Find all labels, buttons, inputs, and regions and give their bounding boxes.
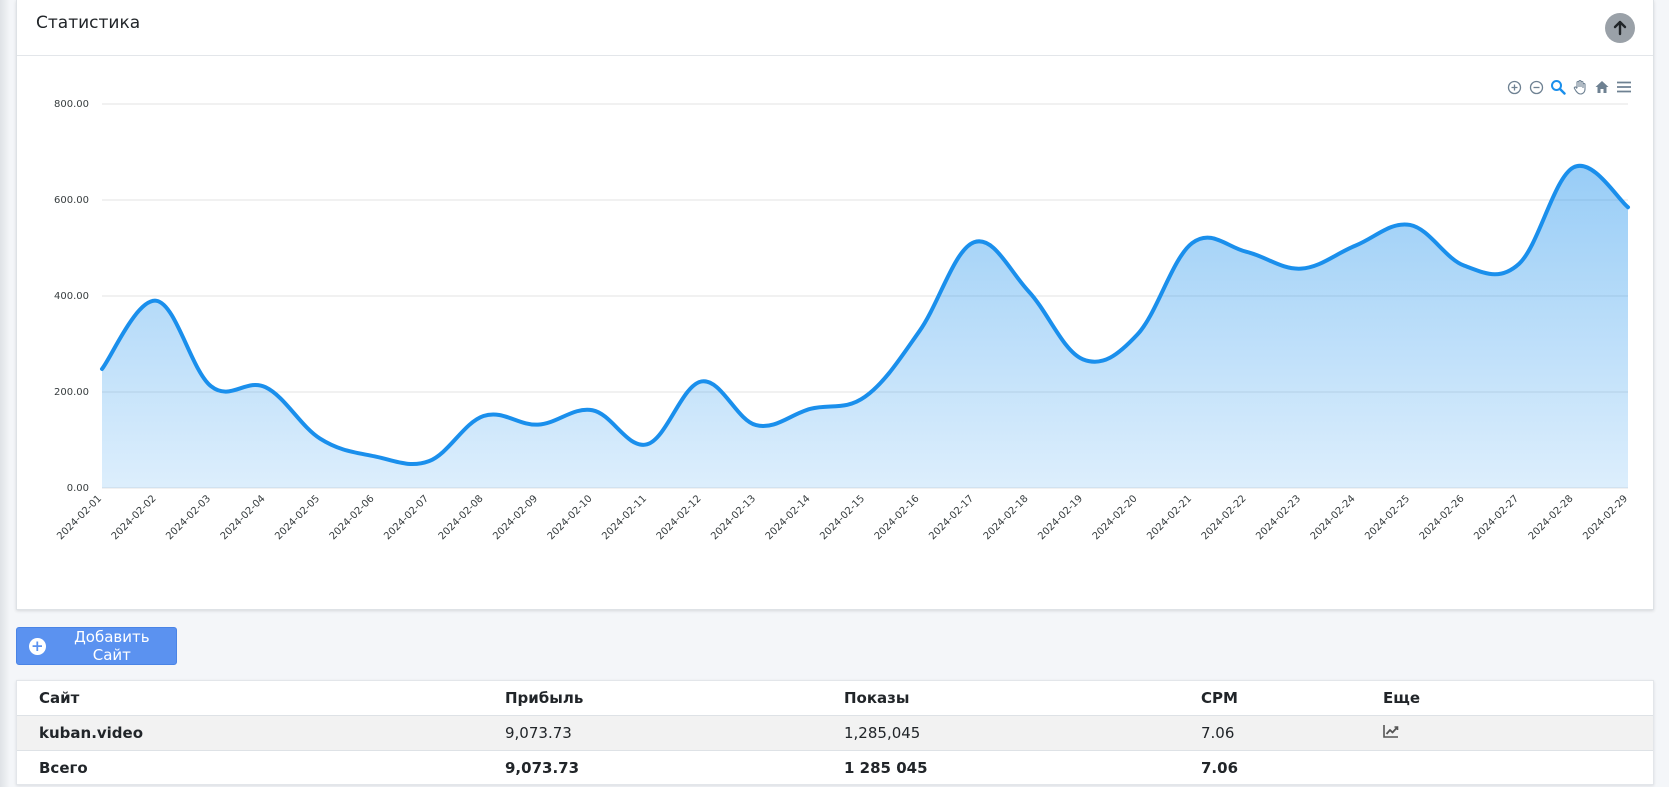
x-tick-label: 2024-02-27 [1472,493,1521,542]
x-tick-label: 2024-02-03 [164,493,213,542]
card-title: Статистика [36,13,141,33]
header-views: Показы [844,689,910,707]
header-profit: Прибыль [505,689,584,707]
menu-icon[interactable] [1615,78,1633,96]
sites-table-card: Сайт Прибыль Показы CPM Еще kuban.video … [16,680,1654,785]
selection-zoom-icon[interactable] [1549,78,1567,96]
x-tick-label: 2024-02-25 [1363,493,1412,542]
total-profit: 9,073.73 [505,750,844,785]
y-tick-label: 600.00 [54,195,89,206]
x-tick-label: 2024-02-04 [219,493,268,542]
header-more: Еще [1383,689,1421,707]
x-tick-label: 2024-02-08 [437,493,486,542]
x-tick-label: 2024-02-28 [1527,493,1576,542]
x-tick-label: 2024-02-06 [328,493,377,542]
x-tick-label: 2024-02-19 [1036,493,1085,542]
x-tick-label: 2024-02-09 [491,493,540,542]
cell-profit: 9,073.73 [505,715,844,751]
y-tick-label: 200.00 [54,387,89,398]
statistics-card: Статистика 0.00 200.00 400.00 600.00 800.00 2… [16,0,1654,610]
x-tick-label: 2024-02-11 [600,493,649,542]
x-tick-label: 2024-02-17 [927,493,976,542]
x-tick-label: 2024-02-07 [382,493,431,542]
cell-views: 1,285,045 [844,715,1201,751]
x-tick-label: 2024-02-12 [655,493,704,542]
cell-site: kuban.video [17,715,505,751]
x-tick-label: 2024-02-01 [55,493,104,542]
header-cpm: CPM [1201,689,1238,707]
chart-toolbar [1505,78,1633,96]
add-site-label: Добавить Сайт [74,628,150,664]
x-tick-label: 2024-02-26 [1418,493,1467,542]
cell-more [1383,715,1653,751]
total-views: 1 285 045 [844,750,1201,785]
y-tick-label: 800.00 [54,99,89,110]
zoom-out-icon[interactable] [1527,78,1545,96]
table-row: kuban.video 9,073.73 1,285,045 7.06 [17,715,1653,751]
x-tick-label: 2024-02-23 [1254,493,1303,542]
x-tick-label: 2024-02-18 [982,493,1031,542]
reset-home-icon[interactable] [1593,78,1611,96]
table-header-row: Сайт Прибыль Показы CPM Еще [17,681,1653,716]
chart-area: 0.00 200.00 400.00 600.00 800.00 2024-02-01 20… [17,56,1655,608]
x-tick-label: 2024-02-24 [1309,493,1358,542]
add-site-button[interactable]: + Добавить Сайт [16,627,177,665]
card-header: Статистика [17,0,1653,56]
zoom-in-icon[interactable] [1505,78,1523,96]
collapse-button[interactable] [1605,13,1635,43]
x-tick-label: 2024-02-10 [546,493,595,542]
arrow-up-icon [1613,20,1627,36]
total-site: Всего [17,750,505,785]
x-tick-label: 2024-02-13 [709,493,758,542]
pan-icon[interactable] [1571,78,1589,96]
x-tick-label: 2024-02-14 [764,493,813,542]
header-site: Сайт [39,689,80,707]
sidebar-edge [0,0,10,787]
x-tick-label: 2024-02-15 [818,493,867,542]
total-more [1383,750,1653,785]
chart-line-icon[interactable] [1383,724,1399,742]
cell-cpm: 7.06 [1201,715,1383,751]
x-tick-label: 2024-02-02 [110,493,159,542]
x-tick-label: 2024-02-29 [1581,493,1630,542]
plus-circle-icon: + [29,637,46,655]
total-cpm: 7.06 [1201,750,1383,785]
x-tick-label: 2024-02-16 [873,493,922,542]
x-tick-label: 2024-02-20 [1091,493,1140,542]
y-tick-label: 0.00 [67,483,89,494]
x-tick-label: 2024-02-22 [1200,493,1249,542]
table-total-row: Всего 9,073.73 1 285 045 7.06 [17,750,1653,785]
sites-table: Сайт Прибыль Показы CPM Еще kuban.video … [17,681,1653,785]
x-tick-label: 2024-02-05 [273,493,322,542]
x-tick-label: 2024-02-21 [1145,493,1194,542]
series-line [100,163,1630,467]
y-tick-label: 400.00 [54,291,89,302]
series-area [102,165,1628,488]
